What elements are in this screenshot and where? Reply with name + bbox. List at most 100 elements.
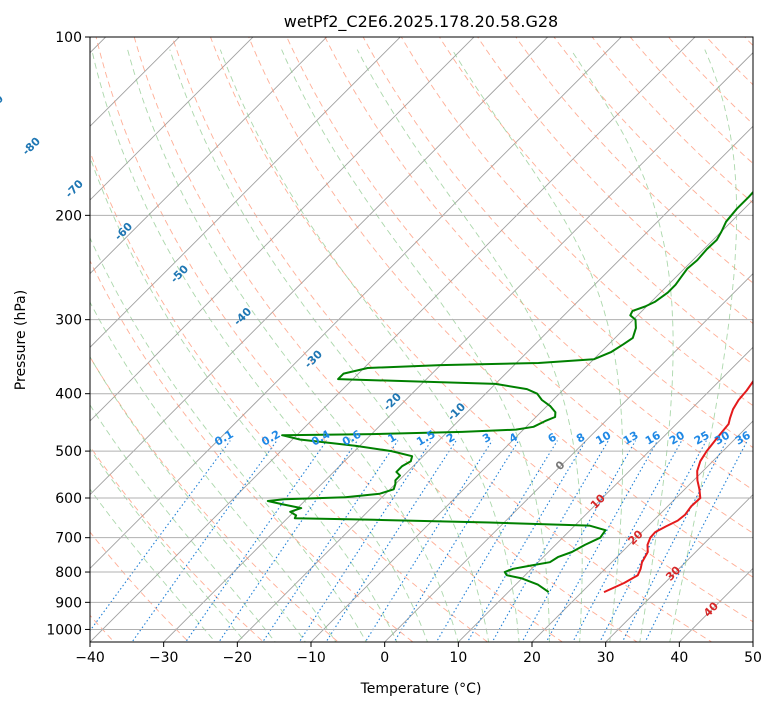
x-tick-label: −40 [75,650,105,666]
dry-adiabat-line [705,37,753,86]
isotherm-line [90,37,696,642]
y-tick-label: 200 [55,208,82,224]
y-tick-label: 900 [55,595,82,611]
mixing-ratio-line [131,440,278,642]
x-tick-label: 20 [523,650,541,666]
dry-adiabat-label: -10 [445,400,468,423]
y-tick-label: 700 [55,531,82,547]
dry-adiabat-line [362,37,753,449]
moist-adiabat-line [90,355,306,642]
mixing-ratio-line [621,440,728,642]
moist-adiabat-line [90,301,337,642]
isotherm-line [163,52,753,642]
mixing-ratio-line [393,440,520,642]
isotherm-line [678,567,753,642]
moist-adiabat-line [90,236,367,642]
isotherm-line [90,37,180,127]
isotherm-line [90,37,622,570]
x-tick-label: −10 [296,650,326,666]
x-tick-label: 50 [744,650,762,666]
dry-adiabat-line [667,37,753,125]
mixing-ratio-line [644,440,748,642]
isotherm-line [310,199,753,642]
dry-adiabat-line [286,37,753,534]
chart-title: wetPf2_C2E6.2025.178.20.58.G28 [284,12,558,32]
isotherm-label: 10 [588,491,608,511]
mixing-ratio-line [572,440,683,642]
dry-adiabat-line [629,37,753,165]
dry-adiabat-line [756,10,775,654]
x-tick-label: 0 [380,650,389,666]
isotherm-line [752,641,753,642]
moist-adiabat-line [90,155,398,642]
isotherm-label: 30 [663,563,683,583]
mixing-ratio-line [435,440,558,642]
moist-adiabat-line [90,488,216,642]
moist-adiabat-line [570,49,674,642]
y-tick-label: 300 [55,313,82,329]
dry-adiabat-line [324,37,753,491]
dry-adiabat-line [95,37,564,642]
y-tick-label: 400 [55,387,82,403]
dry-adiabat-label: -90 [0,92,6,115]
moist-adiabat-line [281,49,550,642]
temperature-profile-line [603,379,753,594]
isotherm-line [90,37,475,422]
isotherm-line [457,346,753,642]
mixing-ratio-line [545,440,659,642]
dry-adiabat-line [477,37,753,324]
dry-adiabat-line [438,37,753,365]
isotherm-line [236,125,753,642]
isotherm-line [0,10,59,654]
isotherm-label: 20 [626,527,646,547]
y-tick-label: 600 [55,491,82,507]
mixing-ratio-label: 36 [733,428,753,447]
mixing-ratio-line [90,440,231,632]
dry-adiabat-label: -40 [231,305,254,328]
mixing-ratio-label: 8 [574,431,587,446]
y-tick-label: 500 [55,444,82,460]
dry-adiabat-line [133,37,638,642]
dewpoint-profile-line [266,190,753,593]
plot-frame [89,36,754,643]
dry-adiabat-line [744,37,753,47]
dry-adiabat-line [90,150,489,642]
moist-adiabat-line [219,49,520,642]
isotherm-line [605,494,753,642]
moist-adiabat-line [169,49,490,642]
mixing-ratio-label: 3 [480,431,493,446]
y-axis-ticks: 100 200 300 400 500 600 700 800 900 1000 [46,30,90,638]
dry-adiabat-label: -30 [302,347,325,370]
mixing-ratio-line [491,440,609,642]
y-axis-label: Pressure (hPa) [13,290,29,390]
moist-adiabat-line [356,49,583,642]
x-tick-label: 10 [449,650,467,666]
moist-adiabat-line [90,447,246,642]
y-tick-label: 800 [55,565,82,581]
mixing-ratio-line [218,440,358,642]
mixing-ratio-label: 0.1 [212,428,235,449]
x-tick-label: 30 [597,650,615,666]
dry-adiabat-label: -70 [63,177,86,200]
x-tick-label: −20 [223,650,253,666]
moist-adiabat-line [669,49,738,642]
mixing-ratio-line [185,440,328,642]
isotherm-line [90,37,328,275]
x-axis-ticks: −40 −30 −20 −10 0 10 20 30 40 50 [75,642,762,666]
mixing-ratio-line [599,440,707,642]
reference-lines [0,10,775,654]
mixing-ratio-label: 4 [507,430,520,445]
pressure-gridlines [90,36,753,630]
isotherm-line [90,37,401,348]
dry-adiabat-line [515,37,753,284]
dry-adiabat-label: -80 [20,134,43,157]
mixing-ratio-line [298,440,432,642]
moist-adiabat-line [127,49,459,642]
isotherm-line [384,272,753,642]
mixing-ratio-label: 16 [643,428,663,447]
line-labels: -100-90-80-70-60-50-40-30-20-100.10.20.4… [0,92,753,620]
mixing-ratio-line [364,440,493,642]
mixing-ratio-line [521,440,637,642]
dry-adiabat-line [400,37,753,407]
